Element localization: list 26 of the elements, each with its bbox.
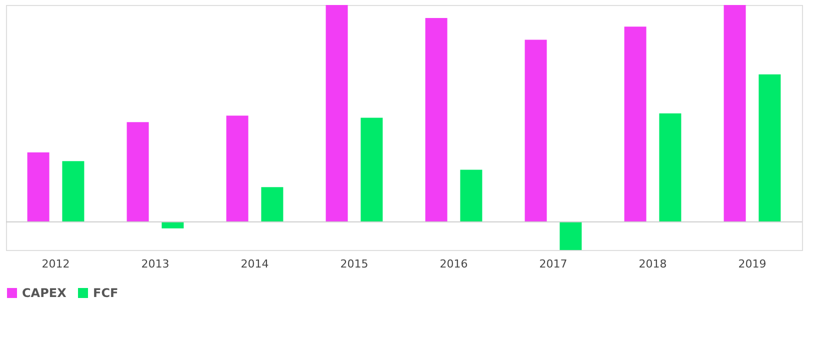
bar — [758, 74, 781, 222]
bar — [659, 113, 682, 222]
x-tick-label: 2019 — [738, 258, 766, 270]
bar — [27, 152, 50, 222]
bar — [360, 118, 383, 222]
bar — [460, 170, 482, 222]
bar — [226, 116, 248, 222]
bar — [624, 26, 646, 222]
x-tick-label: 2015 — [340, 258, 368, 270]
x-tick-label: 2012 — [42, 258, 70, 270]
bar — [126, 122, 149, 222]
x-tick-label: 2018 — [638, 258, 667, 270]
bar — [524, 40, 547, 222]
bar — [425, 18, 448, 222]
legend-label: CAPEX — [22, 286, 68, 300]
bar — [62, 161, 84, 222]
x-tick-label: 2016 — [440, 258, 468, 270]
bar — [261, 187, 284, 222]
bar — [724, 5, 746, 222]
x-tick-label: 2017 — [539, 258, 568, 270]
bar — [326, 5, 348, 222]
x-tick-label: 2013 — [141, 258, 170, 270]
x-tick-label: 2014 — [240, 258, 269, 270]
bar — [560, 222, 582, 250]
bar — [162, 222, 184, 228]
legend-label: FCF — [93, 286, 118, 300]
